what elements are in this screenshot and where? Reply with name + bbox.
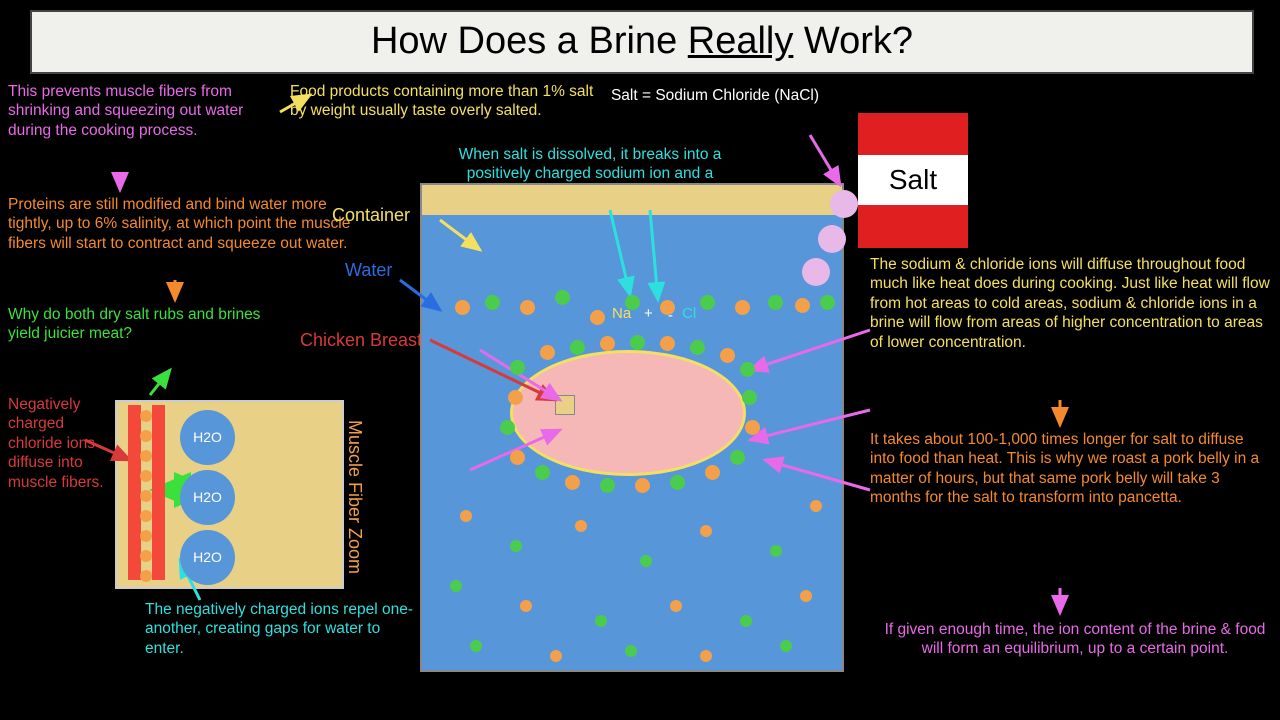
chloride-ion [810,500,822,512]
chloride-ion [508,390,523,405]
text-equilibrium: If given enough time, the ion content of… [880,620,1270,659]
sodium-ion [768,295,783,310]
chloride-ion [140,470,152,482]
chloride-ion [720,348,735,363]
chloride-ion [600,336,615,351]
salt-drop [818,225,846,253]
title-underline: Really [688,20,794,62]
sodium-ion [450,580,462,592]
chloride-ion [140,550,152,562]
chloride-ion [140,450,152,462]
chloride-ion [455,300,470,315]
sodium-ion [555,290,570,305]
muscle-fiber [152,405,165,580]
sodium-ion [535,465,550,480]
sodium-ion [600,478,615,493]
chloride-ion [140,510,152,522]
chloride-ion [140,490,152,502]
sodium-ion [500,420,515,435]
label-cl: Cl [682,305,696,322]
chloride-ion [705,465,720,480]
sodium-ion [780,640,792,652]
chloride-ion [140,530,152,542]
sodium-ion [742,390,757,405]
chloride-ion [540,345,555,360]
chloride-ion [140,410,152,422]
chloride-ion [800,590,812,602]
salt-drop [802,258,830,286]
chloride-ion [700,650,712,662]
chloride-ion [550,650,562,662]
text-repel: The negatively charged ions repel one-an… [145,600,415,658]
water-molecule: H2O [180,530,235,585]
chloride-ion [670,600,682,612]
chloride-ion [635,478,650,493]
sodium-ion [570,340,585,355]
sodium-ion [625,645,637,657]
text-salt-percent: Food products containing more than 1% sa… [290,82,595,121]
chicken-breast [510,350,746,476]
chloride-ion [140,430,152,442]
zoom-source-marker [555,395,575,415]
label-plus: + [644,305,653,322]
text-neg-chloride: Negatively charged chloride ions diffuse… [8,395,113,492]
text-proteins: Proteins are still modified and bind wat… [8,195,368,253]
chloride-ion [590,310,605,325]
sodium-ion [740,615,752,627]
muscle-fiber [128,405,141,580]
chloride-ion [745,420,760,435]
arrow [810,135,840,185]
page-title: How Does a Brine Really Work? [30,10,1254,74]
sodium-ion [470,640,482,652]
sodium-ion [690,340,705,355]
water-molecule: H2O [180,470,235,525]
chloride-ion [460,510,472,522]
water-molecule: H2O [180,410,235,465]
sodium-ion [700,295,715,310]
sodium-ion [510,540,522,552]
chloride-ion [795,298,810,313]
salt-label: Salt [858,155,968,205]
sodium-ion [640,555,652,567]
chloride-ion [660,300,675,315]
text-nacl: Salt = Sodium Chloride (NaCl) [600,86,830,105]
sodium-ion [770,545,782,557]
text-dry-rub-question: Why do both dry salt rubs and brines yie… [8,305,278,344]
text-diffuse: The sodium & chloride ions will diffuse … [870,255,1270,352]
sodium-ion [625,295,640,310]
chloride-ion [520,600,532,612]
chloride-ion [140,570,152,582]
sodium-ion [820,295,835,310]
sodium-ion [740,362,755,377]
sodium-ion [730,450,745,465]
salt-drop [830,190,858,218]
title-post: Work? [793,20,913,62]
sodium-ion [485,295,500,310]
label-chicken: Chicken Breast [300,330,422,351]
label-container: Container [332,205,410,226]
arrow [150,370,170,395]
label-water: Water [345,260,392,281]
text-prevents-shrinking: This prevents muscle fibers from shrinki… [8,82,268,140]
zoom-label: Muscle Fiber Zoom [344,420,365,574]
chloride-ion [520,300,535,315]
chloride-ion [660,336,675,351]
chloride-ion [565,475,580,490]
sodium-ion [595,615,607,627]
chloride-ion [735,300,750,315]
sodium-ion [510,360,525,375]
chloride-ion [510,450,525,465]
sodium-ion [670,475,685,490]
title-pre: How Does a Brine [371,20,688,62]
chloride-ion [575,520,587,532]
sodium-ion [630,335,645,350]
text-timing: It takes about 100-1,000 times longer fo… [870,430,1270,508]
chloride-ion [700,525,712,537]
